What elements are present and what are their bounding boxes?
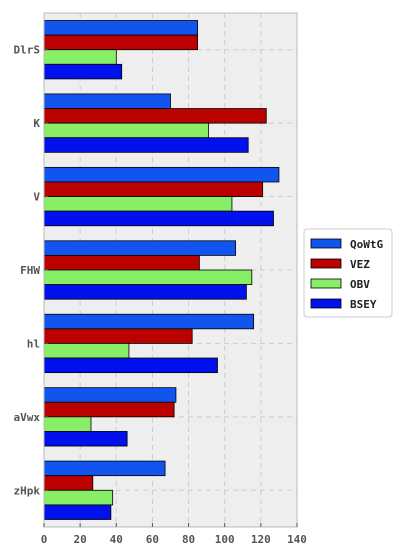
bar-QoWtG-DlrS xyxy=(43,20,199,36)
y-tick-label: aVwx xyxy=(14,411,41,424)
y-tick-label: FHW xyxy=(20,264,40,277)
x-tick-label: 120 xyxy=(251,533,271,546)
bar-VEZ-K xyxy=(43,108,267,124)
bar-BSEY-DlrS xyxy=(43,63,123,80)
bar-BSEY-aVwx xyxy=(43,431,128,447)
bar-QoWtG-hl xyxy=(43,313,255,330)
y-tick-label: DlrS xyxy=(14,44,41,57)
x-axis-ticks: 0 20 40 60 80 100 120 140 xyxy=(41,523,307,546)
y-axis-ticks: DlrS K V FHW hl aVwx zHpk xyxy=(14,44,48,497)
x-tick-label: 100 xyxy=(215,533,235,546)
bars xyxy=(43,20,280,520)
bar-VEZ-aVwx xyxy=(43,401,175,418)
bar-VEZ-zHpk xyxy=(43,475,94,491)
bar-OBV-aVwx xyxy=(43,416,92,432)
legend-label-OBV: OBV xyxy=(350,278,370,291)
bar-BSEY-hl xyxy=(43,357,218,374)
legend-swatch-QoWtG xyxy=(310,238,342,249)
bar-OBV-zHpk xyxy=(43,489,114,506)
bar-QoWtG-V xyxy=(43,166,280,183)
legend-swatch-VEZ xyxy=(310,258,342,269)
bar-VEZ-FHW xyxy=(43,254,200,271)
bar-QoWtG-K xyxy=(43,93,171,109)
bar-OBV-hl xyxy=(43,343,130,359)
legend-label-BSEY: BSEY xyxy=(350,298,377,311)
y-tick-label: zHpk xyxy=(14,484,41,497)
bar-VEZ-DlrS xyxy=(43,34,199,51)
y-tick-label: V xyxy=(33,191,40,204)
x-tick-label: 140 xyxy=(287,533,307,546)
bar-BSEY-K xyxy=(43,137,249,153)
x-tick-label: 20 xyxy=(74,533,87,546)
x-tick-label: 0 xyxy=(41,533,48,546)
bar-VEZ-V xyxy=(43,181,264,197)
y-tick-label: hl xyxy=(27,337,40,350)
bar-OBV-K xyxy=(43,122,209,139)
x-tick-label: 80 xyxy=(182,533,195,546)
bar-QoWtG-FHW xyxy=(43,240,236,256)
x-tick-label: 40 xyxy=(110,533,123,546)
bar-BSEY-V xyxy=(43,210,274,227)
bar-BSEY-FHW xyxy=(43,284,247,300)
bar-BSEY-zHpk xyxy=(43,504,112,520)
bar-QoWtG-aVwx xyxy=(43,387,177,403)
bar-OBV-FHW xyxy=(43,269,253,286)
legend-swatch-OBV xyxy=(310,278,342,289)
bar-VEZ-hl xyxy=(43,328,193,344)
legend-label-VEZ: VEZ xyxy=(350,258,370,271)
y-tick-label: K xyxy=(33,117,40,130)
x-tick-label: 60 xyxy=(146,533,159,546)
legend-label-QoWtG: QoWtG xyxy=(350,238,383,251)
bar-OBV-DlrS xyxy=(43,49,117,65)
legend-box xyxy=(303,228,393,318)
bar-QoWtG-zHpk xyxy=(43,460,166,477)
legend-swatch-BSEY xyxy=(310,298,342,309)
bar-OBV-V xyxy=(43,196,233,212)
legend: QoWtG VEZ OBV BSEY xyxy=(303,228,393,318)
